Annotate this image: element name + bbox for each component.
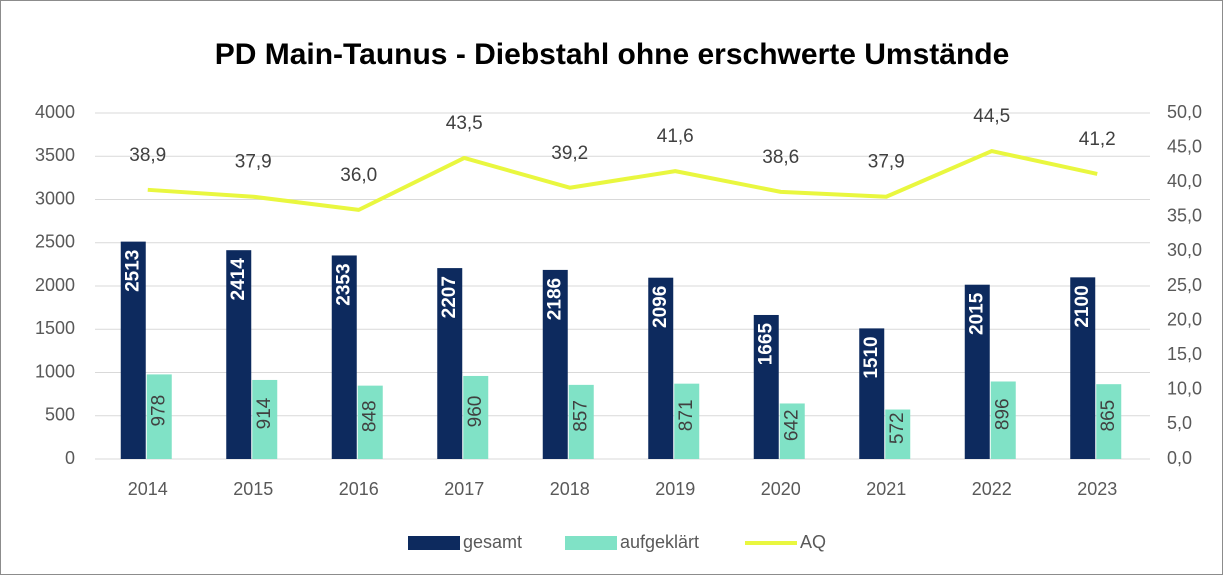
bar (990, 381, 1016, 459)
bar (674, 383, 700, 459)
legend-swatch (565, 536, 617, 550)
x-tick-label: 2014 (128, 479, 168, 499)
x-tick-label: 2017 (444, 479, 484, 499)
y2-tick-label: 10,0 (1167, 379, 1202, 399)
bar-label: 1665 (755, 323, 776, 366)
x-tick-label: 2019 (655, 479, 695, 499)
y-tick-label: 3000 (35, 188, 75, 208)
line-label: 41,2 (1079, 129, 1116, 150)
bar-label: 978 (148, 395, 169, 427)
bar (120, 241, 146, 459)
bar (1096, 384, 1122, 459)
line-label: 39,2 (551, 143, 588, 164)
line-label: 36,0 (340, 165, 377, 186)
x-tick-label: 2020 (761, 479, 801, 499)
bar-label: 642 (781, 409, 802, 441)
legend-label: aufgeklärt (620, 532, 699, 552)
bar-label: 2015 (966, 292, 987, 335)
bar-label: 896 (992, 398, 1013, 430)
line-label: 37,9 (235, 152, 272, 173)
legend-label: gesamt (463, 532, 522, 552)
line-label: 43,5 (446, 113, 483, 134)
y-tick-label: 2500 (35, 232, 75, 252)
y2-tick-label: 30,0 (1167, 240, 1202, 260)
y2-tick-label: 20,0 (1167, 309, 1202, 329)
bar (146, 374, 172, 459)
line-label: 37,9 (868, 152, 905, 173)
x-tick-label: 2018 (550, 479, 590, 499)
bar (252, 379, 278, 459)
x-tick-label: 2016 (339, 479, 379, 499)
bar (859, 328, 885, 459)
bar-label: 2100 (1072, 285, 1093, 327)
y-tick-label: 4000 (35, 102, 75, 122)
y-tick-label: 0 (65, 448, 75, 468)
y-tick-label: 3500 (35, 145, 75, 165)
bar-label: 848 (359, 400, 380, 432)
y2-tick-label: 15,0 (1167, 344, 1202, 364)
bar-label: 2353 (333, 263, 354, 305)
bar-label: 2414 (228, 258, 249, 301)
bar (331, 255, 357, 459)
y-tick-label: 1500 (35, 318, 75, 338)
bar-label: 572 (887, 412, 908, 444)
line-label: 41,6 (657, 126, 694, 147)
bar (542, 269, 568, 459)
y-tick-label: 2000 (35, 275, 75, 295)
x-tick-label: 2015 (233, 479, 273, 499)
y2-tick-label: 45,0 (1167, 136, 1202, 156)
y2-tick-label: 25,0 (1167, 275, 1202, 295)
bar (648, 277, 674, 459)
y2-tick-label: 35,0 (1167, 206, 1202, 226)
x-tick-label: 2021 (866, 479, 906, 499)
x-tick-label: 2023 (1077, 479, 1117, 499)
bar (568, 384, 594, 459)
legend-swatch (408, 536, 460, 550)
bar (226, 250, 252, 459)
y-tick-label: 1000 (35, 361, 75, 381)
line-label: 38,6 (762, 147, 799, 168)
bar-label: 871 (676, 399, 697, 431)
bar (753, 314, 779, 459)
line-label: 44,5 (973, 106, 1010, 127)
y2-tick-label: 50,0 (1167, 102, 1202, 122)
bar-label: 914 (254, 397, 275, 429)
y2-tick-label: 40,0 (1167, 171, 1202, 191)
bar (1070, 277, 1096, 459)
bar-label: 1510 (861, 336, 882, 378)
line-label: 38,9 (129, 145, 166, 166)
bar (437, 268, 463, 459)
chart-title: PD Main-Taunus - Diebstahl ohne erschwer… (215, 38, 1010, 71)
bar-label: 2207 (439, 276, 460, 318)
bar-label: 865 (1098, 400, 1119, 432)
legend-label: AQ (800, 532, 826, 552)
bar-label: 960 (465, 396, 486, 428)
bar (779, 403, 805, 459)
x-tick-label: 2022 (972, 479, 1012, 499)
bar-label: 2513 (122, 250, 143, 292)
y-tick-label: 500 (45, 405, 75, 425)
bar-label: 857 (570, 400, 591, 432)
bar-label: 2186 (544, 278, 565, 320)
bar (885, 409, 911, 459)
y2-tick-label: 5,0 (1167, 413, 1192, 433)
bar-label: 2096 (650, 286, 671, 328)
bar (964, 284, 990, 459)
y2-tick-label: 0,0 (1167, 448, 1192, 468)
line (147, 149, 1098, 212)
bar (357, 385, 383, 459)
bar (463, 375, 489, 459)
